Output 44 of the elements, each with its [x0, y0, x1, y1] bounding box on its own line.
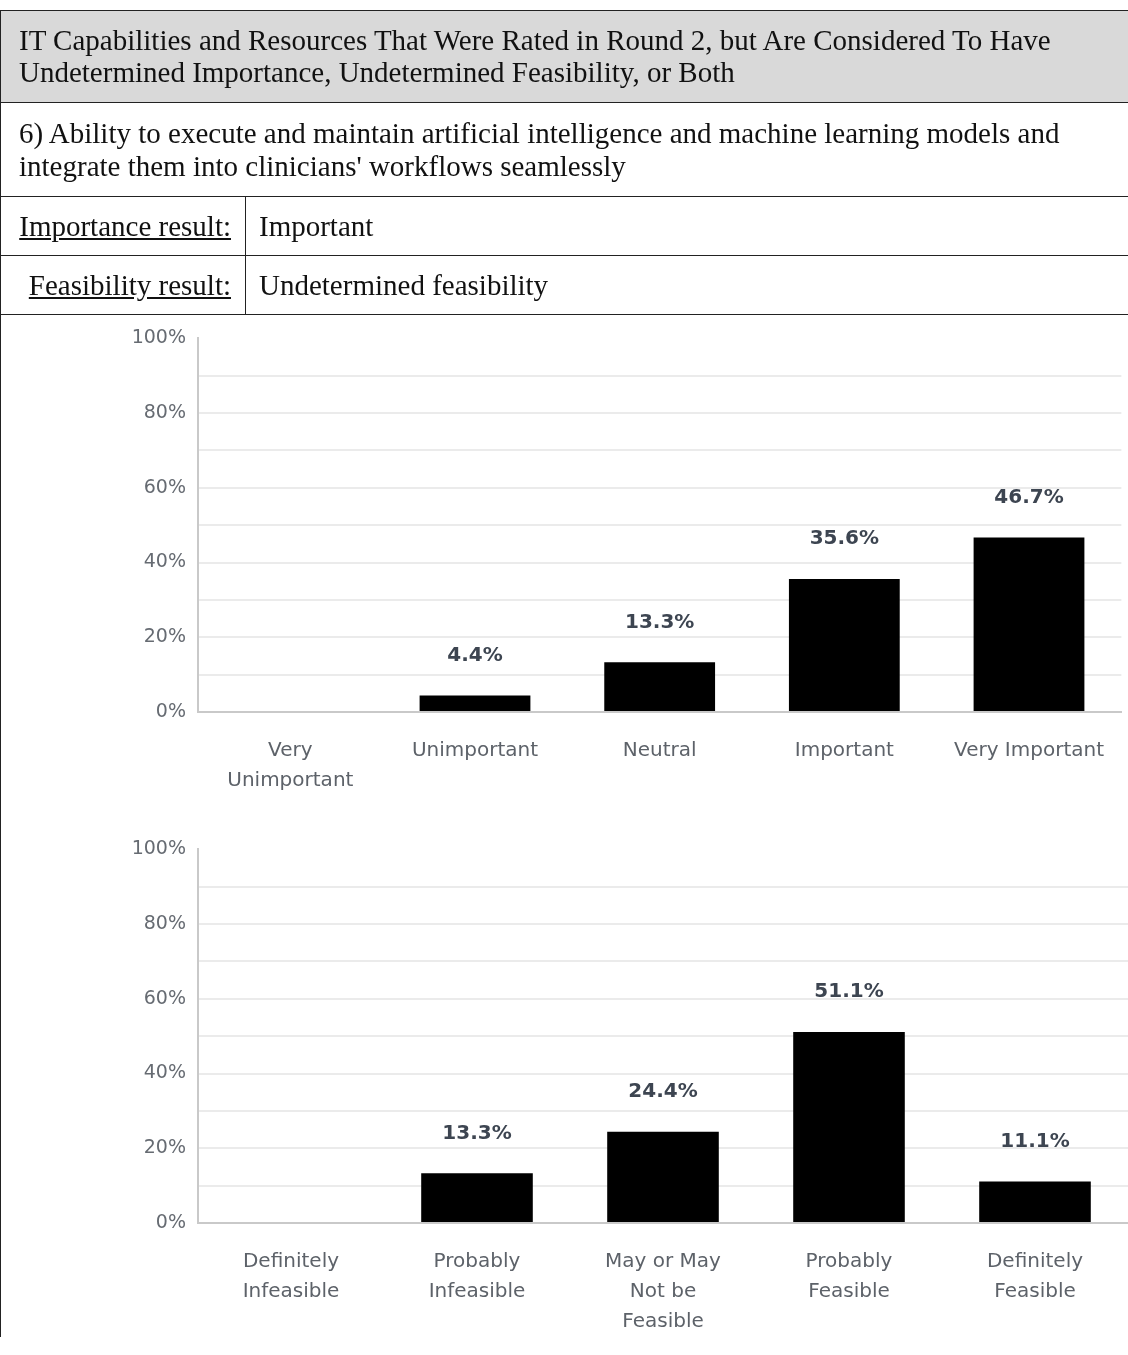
y-tick-label: 100% — [131, 325, 186, 348]
bar — [607, 1131, 719, 1222]
y-tick-label: 80% — [143, 400, 186, 423]
bar — [788, 579, 900, 711]
text: Importance result: — [19, 209, 231, 243]
y-tick-label: 20% — [143, 1135, 186, 1158]
y-tick-label: 0% — [155, 1209, 186, 1232]
y-tick-label: 60% — [143, 474, 186, 497]
y-tick-label: 60% — [143, 985, 186, 1008]
y-tick-label: 0% — [155, 698, 186, 721]
data-label: 4.4% — [447, 641, 503, 666]
x-tick-label: Definitely Infeasible — [242, 1248, 340, 1303]
x-tick-label: Neutral — [622, 737, 697, 762]
data-label: 46.7% — [994, 483, 1064, 508]
text: Important — [259, 209, 374, 243]
y-tick-label: 100% — [131, 836, 186, 859]
data-label: 35.6% — [809, 525, 880, 550]
data-label: 11.1% — [1000, 1127, 1070, 1152]
text: Undetermined feasibility — [259, 268, 549, 302]
y-tick-label: 20% — [143, 624, 186, 647]
bar — [973, 537, 1085, 711]
x-tick-label: Very Unimportant — [227, 737, 354, 792]
x-tick-label: Probably Infeasible — [428, 1248, 526, 1303]
text: 6) Ability to execute and maintain artificial intelligence and machine learning models and integrate them into clinicians' workflows seamlessly — [1, 103, 1128, 197]
y-tick-label: 40% — [143, 549, 186, 572]
data-label: 13.3% — [624, 608, 695, 633]
text: IT Capabilities and Resources That Were Rated in Round 2, but Are Considered To Have Undetermined Importance, Undetermined Feasibility, or Both — [1, 11, 1128, 103]
bar — [793, 1032, 905, 1222]
x-tick-label: Important — [794, 737, 895, 762]
data-label: 24.4% — [628, 1078, 698, 1103]
bar — [979, 1181, 1091, 1222]
x-tick-label: Definitely Feasible — [986, 1248, 1084, 1303]
bar — [419, 695, 531, 711]
y-tick-label: 40% — [143, 1060, 186, 1083]
text: Feasibility result: — [28, 268, 231, 302]
bar — [604, 662, 716, 711]
data-label: 51.1% — [814, 978, 884, 1003]
data-label: 13.3% — [442, 1119, 512, 1144]
x-tick-label: Very Important — [954, 737, 1105, 762]
x-tick-label: Probably Feasible — [805, 1248, 893, 1303]
bar — [421, 1173, 533, 1222]
x-tick-label: May or May Not be Feasible — [605, 1248, 722, 1333]
x-tick-label: Unimportant — [411, 737, 539, 762]
y-tick-label: 80% — [143, 911, 186, 934]
